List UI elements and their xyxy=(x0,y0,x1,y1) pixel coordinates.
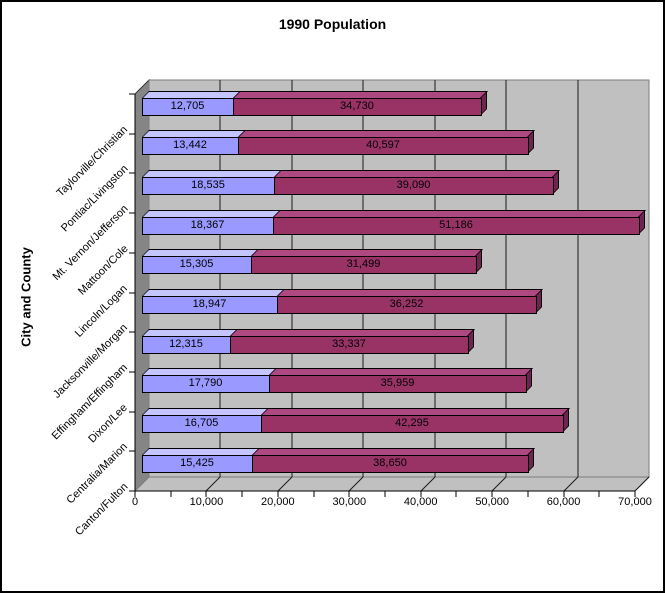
bar-value-label: 51,186 xyxy=(439,218,473,231)
bar-value-label: 15,305 xyxy=(179,258,214,271)
bar-segment-county xyxy=(230,335,469,354)
bar-top-face xyxy=(142,169,282,177)
bar-top-face xyxy=(252,447,535,455)
bar-value-label: 18,535 xyxy=(191,178,225,191)
bar-top-face xyxy=(142,328,238,336)
bar-top-face xyxy=(142,289,285,296)
bar-value-label: 15,425 xyxy=(180,456,214,469)
bar-segment-county xyxy=(238,137,529,156)
bar-value-label: 40,597 xyxy=(366,139,400,152)
x-axis-tick-label: 30,000 xyxy=(332,496,367,508)
bar-top-face xyxy=(273,209,646,217)
bar-top-face xyxy=(142,209,281,217)
x-axis-tick-label: 40,000 xyxy=(403,496,438,508)
bar-top-face xyxy=(238,130,535,138)
x-axis-tick-label: 50,000 xyxy=(475,496,509,508)
bar-top-face xyxy=(261,408,570,416)
bar-top-face xyxy=(277,289,543,296)
bar-value-label: 12,705 xyxy=(170,99,205,112)
bar-value-label: 38,650 xyxy=(373,456,407,469)
bar-value-label: 16,705 xyxy=(184,417,219,430)
bar-segment-county xyxy=(269,375,527,394)
bar-top-face xyxy=(142,130,246,138)
bar-value-label: 36,252 xyxy=(389,298,424,310)
bar-top-face xyxy=(142,408,269,416)
x-axis-tick-label: 20,000 xyxy=(261,496,295,508)
bar-value-label: 42,295 xyxy=(395,417,429,430)
bar-value-label: 35,959 xyxy=(380,377,415,390)
bar-top-face xyxy=(233,90,488,98)
bar-top-face xyxy=(274,169,560,177)
x-axis-tick-label: 70,000 xyxy=(618,496,652,508)
bar-value-label: 13,442 xyxy=(173,139,207,152)
floor xyxy=(133,476,651,492)
bar-segment-county xyxy=(261,415,564,434)
x-axis-tick-label: 10,000 xyxy=(189,496,224,508)
bar-top-face xyxy=(142,447,260,455)
bar-value-label: 18,367 xyxy=(190,218,225,231)
bar-top-face xyxy=(142,368,277,376)
bar-value-label: 18,947 xyxy=(192,298,227,310)
bar-value-label: 12,315 xyxy=(169,337,203,350)
bar-segment-county xyxy=(251,256,477,275)
bar-segment-county xyxy=(277,296,537,314)
bar-segment-county xyxy=(252,454,529,473)
bar-top-face xyxy=(269,368,533,376)
bar-segment-county xyxy=(273,216,640,235)
x-axis-tick-label: 0 xyxy=(131,496,139,508)
bar-segment-county xyxy=(274,176,554,195)
x-axis-tick-label: 60,000 xyxy=(546,496,581,508)
bar-value-label: 39,090 xyxy=(396,178,431,191)
y-axis-ticks xyxy=(129,93,135,492)
bar-value-label: 17,790 xyxy=(188,377,223,390)
chart-title: 1990 Population xyxy=(278,16,387,32)
bar-value-label: 34,730 xyxy=(340,99,374,112)
bar-top-face xyxy=(251,249,483,257)
floor-gridline-connectors xyxy=(205,476,650,492)
bar-value-label: 31,499 xyxy=(346,258,381,271)
bar-top-face xyxy=(230,328,475,336)
bar-value-label: 33,337 xyxy=(332,337,366,350)
bar-segment-county xyxy=(233,97,482,116)
x-axis-ticks xyxy=(134,491,636,497)
bar-top-face xyxy=(142,249,259,257)
bar-top-face xyxy=(142,90,241,98)
